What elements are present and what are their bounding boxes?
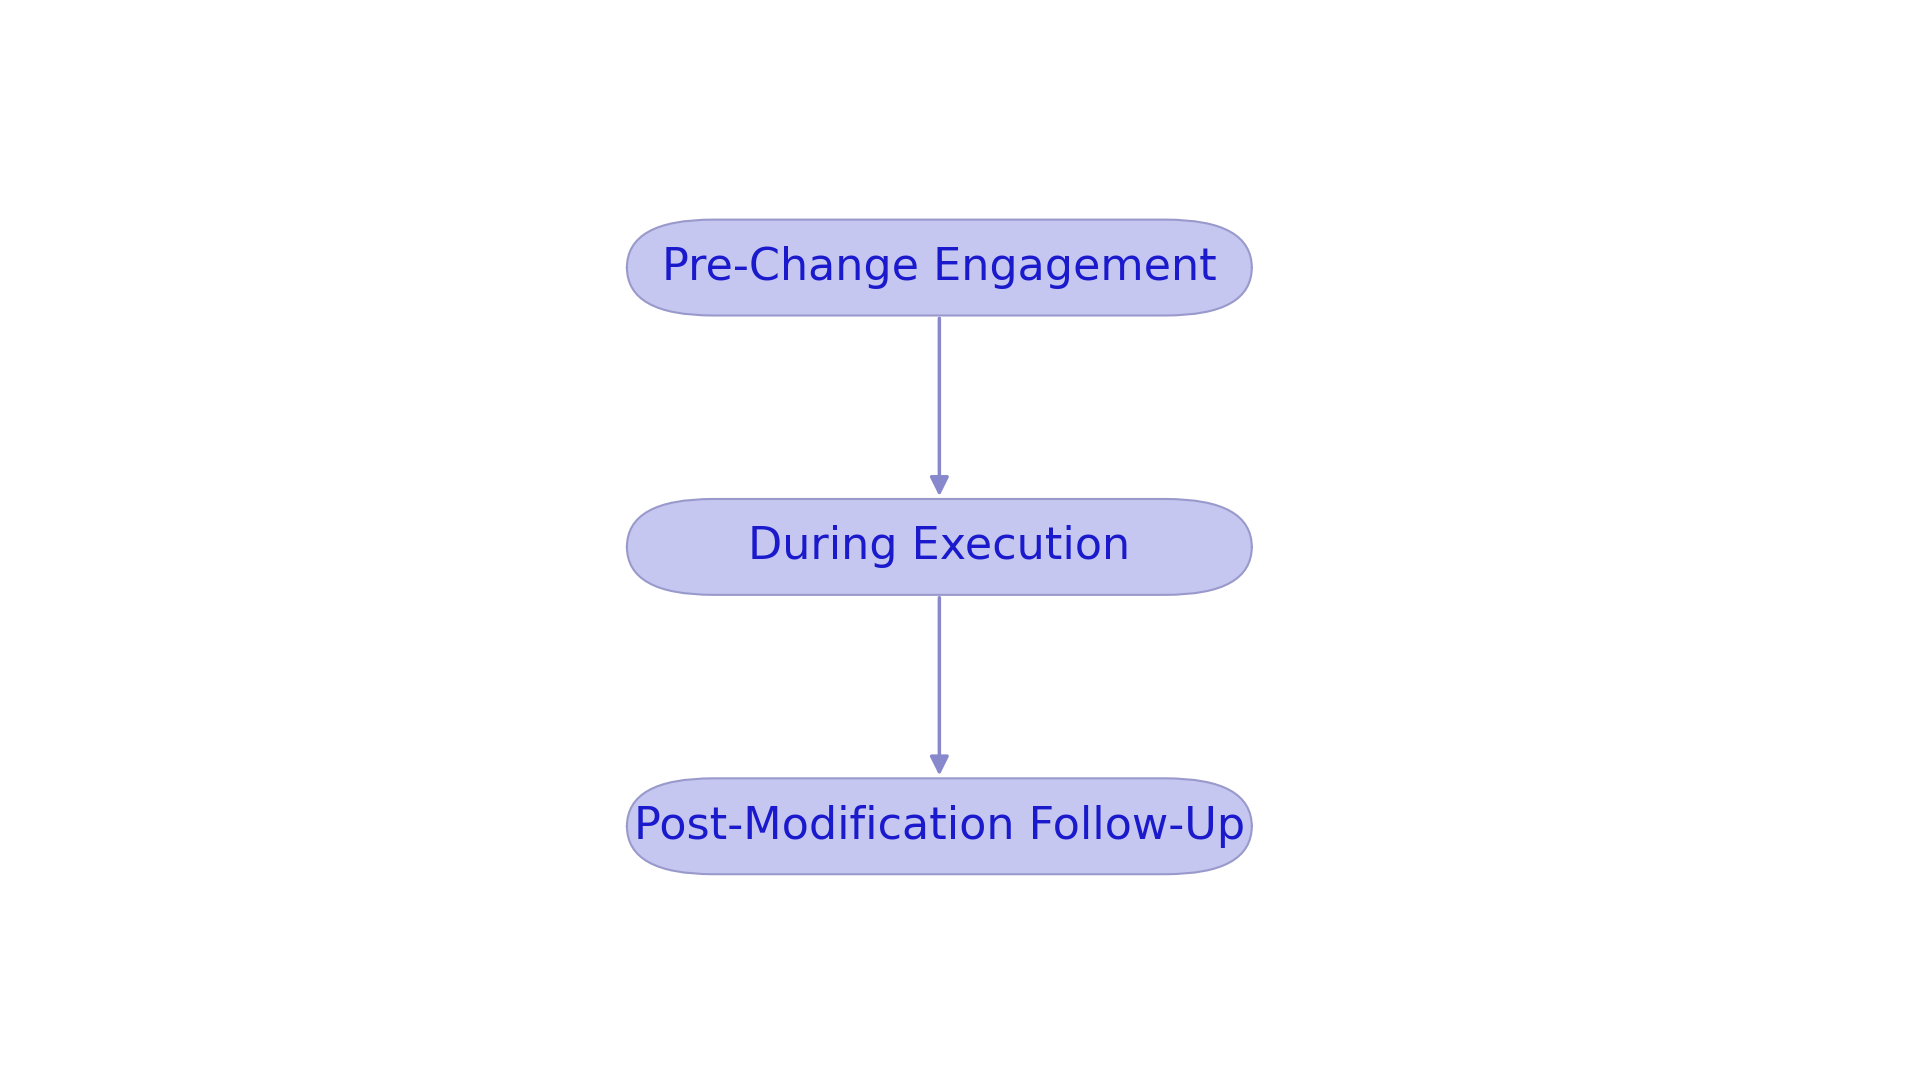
FancyBboxPatch shape <box>626 220 1252 315</box>
FancyBboxPatch shape <box>626 499 1252 595</box>
Text: Post-Modification Follow-Up: Post-Modification Follow-Up <box>634 805 1244 848</box>
FancyBboxPatch shape <box>626 779 1252 874</box>
Text: Pre-Change Engagement: Pre-Change Engagement <box>662 246 1217 289</box>
Text: During Execution: During Execution <box>749 525 1131 569</box>
